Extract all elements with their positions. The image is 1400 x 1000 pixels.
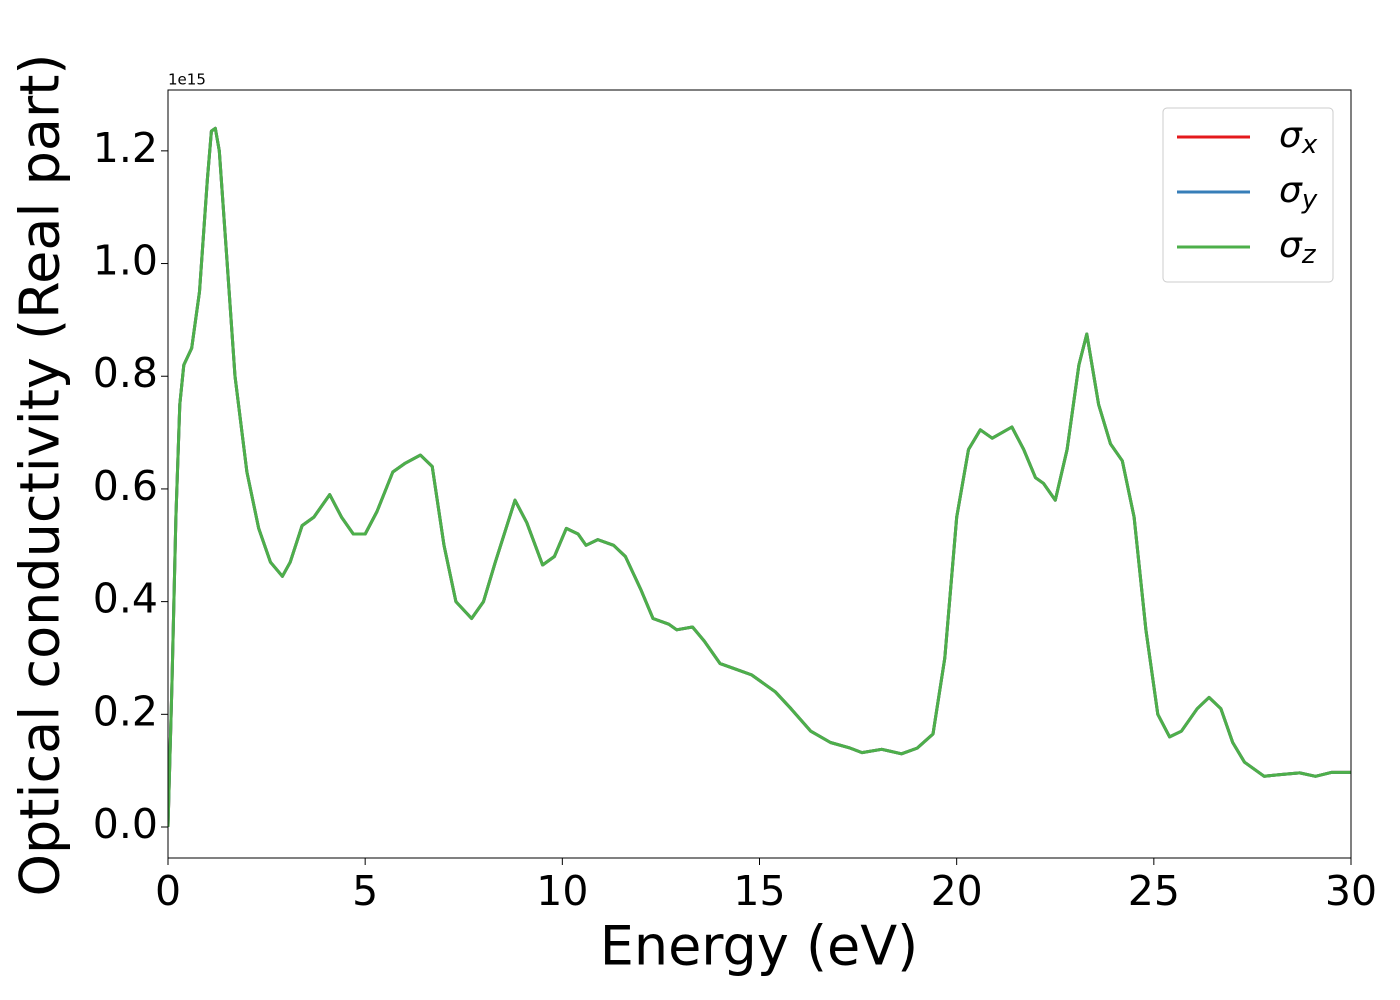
x-axis-title: Energy (eV) [600, 915, 919, 978]
y-tick-label: 1.2 [93, 124, 158, 172]
y-axis-title: Optical conductivity (Real part) [9, 54, 72, 897]
x-tick-label: 10 [536, 867, 588, 915]
legend-label: σx [1279, 115, 1318, 160]
data-line [168, 126, 1351, 828]
y-offset-label: 1e15 [168, 71, 206, 89]
y-tick-label: 1.0 [93, 237, 158, 285]
x-tick-label: 0 [155, 867, 181, 915]
x-tick-label: 30 [1325, 867, 1377, 915]
plot-frame [167, 89, 1352, 859]
x-tick-label: 15 [733, 867, 785, 915]
legend-box [1162, 107, 1334, 283]
x-tick-label: 5 [352, 867, 378, 915]
legend-label: σy [1279, 170, 1318, 215]
y-tick-label: 0.0 [93, 800, 158, 848]
y-tick-label: 0.2 [93, 687, 158, 735]
y-tick-label: 0.8 [93, 349, 158, 397]
x-tick-label: 20 [931, 867, 983, 915]
x-tick-label: 25 [1128, 867, 1180, 915]
y-tick-label: 0.6 [93, 462, 158, 510]
y-tick-label: 0.4 [93, 575, 158, 623]
legend-label: σz [1279, 225, 1317, 270]
